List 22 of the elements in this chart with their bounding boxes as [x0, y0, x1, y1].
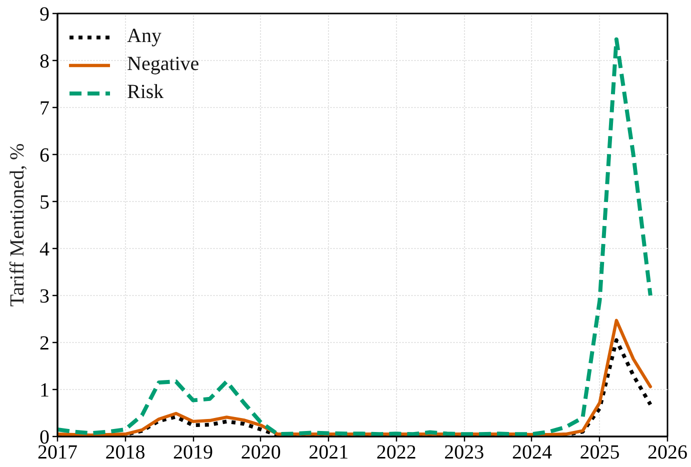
x-tick-label: 2018 — [105, 442, 146, 464]
x-tick-label: 2023 — [444, 442, 484, 464]
legend-label: Risk — [127, 81, 164, 104]
y-tick-label: 1 — [40, 380, 50, 402]
legend-label: Any — [127, 25, 162, 48]
x-tick-label: 2022 — [376, 442, 416, 464]
y-axis-title: Tariff Mentioned, % — [6, 143, 28, 307]
y-tick-label: 6 — [40, 144, 50, 166]
y-tick-label: 7 — [40, 98, 50, 120]
x-tick-label: 2020 — [240, 442, 281, 464]
x-tick-label: 2019 — [173, 442, 214, 464]
x-tick-label: 2026 — [648, 442, 688, 464]
x-tick-label: 2025 — [580, 442, 620, 464]
y-tick-label: 3 — [40, 286, 50, 308]
y-tick-label: 5 — [40, 192, 50, 214]
x-tick-label: 2024 — [512, 442, 552, 464]
legend-label: Negative — [127, 53, 200, 76]
y-tick-label: 2 — [40, 332, 50, 354]
y-tick-label: 4 — [40, 238, 50, 260]
y-tick-label: 9 — [40, 4, 50, 26]
x-tick-label: 2021 — [308, 442, 349, 464]
y-tick-label: 8 — [40, 50, 50, 72]
